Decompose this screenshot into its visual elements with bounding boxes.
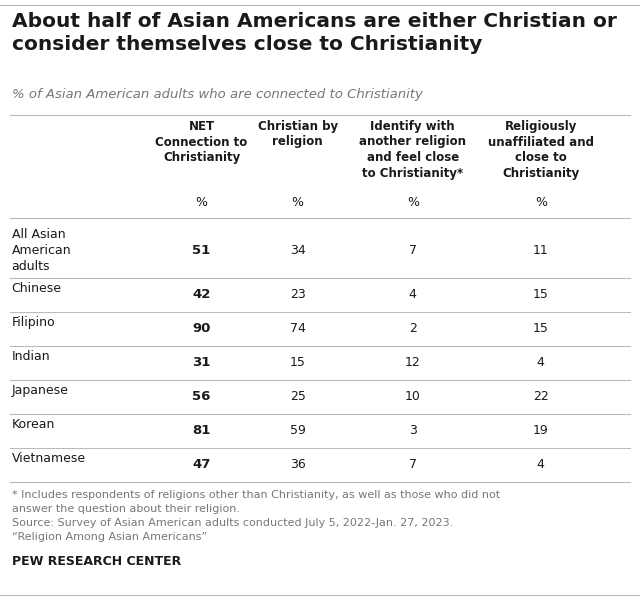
Text: 74: 74 <box>290 323 305 335</box>
Text: 4: 4 <box>537 458 545 472</box>
Text: 4: 4 <box>409 289 417 301</box>
Text: Indian: Indian <box>12 350 50 363</box>
Text: 10: 10 <box>405 391 420 403</box>
Text: 59: 59 <box>290 425 305 437</box>
Text: 15: 15 <box>533 323 548 335</box>
Text: 7: 7 <box>409 245 417 257</box>
Text: All Asian
American
adults: All Asian American adults <box>12 228 71 273</box>
Text: 3: 3 <box>409 425 417 437</box>
Text: 12: 12 <box>405 356 420 370</box>
Text: Vietnamese: Vietnamese <box>12 452 86 465</box>
Text: 7: 7 <box>409 458 417 472</box>
Text: About half of Asian Americans are either Christian or
consider themselves close : About half of Asian Americans are either… <box>12 12 616 54</box>
Text: Religiously
unaffiliated and
close to
Christianity: Religiously unaffiliated and close to Ch… <box>488 120 594 179</box>
Text: 22: 22 <box>533 391 548 403</box>
Text: Japanese: Japanese <box>12 384 68 397</box>
Text: Chinese: Chinese <box>12 282 61 295</box>
Text: “Religion Among Asian Americans”: “Religion Among Asian Americans” <box>12 532 207 542</box>
Text: Christian by
religion: Christian by religion <box>257 120 338 148</box>
Text: 11: 11 <box>533 245 548 257</box>
Text: %: % <box>535 196 547 209</box>
Text: 90: 90 <box>193 323 211 335</box>
Text: 25: 25 <box>290 391 305 403</box>
Text: %: % <box>196 196 207 209</box>
Text: 4: 4 <box>537 356 545 370</box>
Text: 15: 15 <box>533 289 548 301</box>
Text: %: % <box>407 196 419 209</box>
Text: 36: 36 <box>290 458 305 472</box>
Text: NET
Connection to
Christianity: NET Connection to Christianity <box>156 120 248 164</box>
Text: answer the question about their religion.: answer the question about their religion… <box>12 504 239 514</box>
Text: 56: 56 <box>193 391 211 403</box>
Text: 2: 2 <box>409 323 417 335</box>
Text: 23: 23 <box>290 289 305 301</box>
Text: 34: 34 <box>290 245 305 257</box>
Text: 19: 19 <box>533 425 548 437</box>
Text: 81: 81 <box>193 425 211 437</box>
Text: 51: 51 <box>193 245 211 257</box>
Text: % of Asian American adults who are connected to Christianity: % of Asian American adults who are conne… <box>12 88 422 101</box>
Text: Korean: Korean <box>12 418 55 431</box>
Text: %: % <box>292 196 303 209</box>
Text: Identify with
another religion
and feel close
to Christianity*: Identify with another religion and feel … <box>359 120 467 179</box>
Text: 42: 42 <box>193 289 211 301</box>
Text: PEW RESEARCH CENTER: PEW RESEARCH CENTER <box>12 555 180 568</box>
Text: * Includes respondents of religions other than Christianity, as well as those wh: * Includes respondents of religions othe… <box>12 490 500 500</box>
Text: Source: Survey of Asian American adults conducted July 5, 2022-Jan. 27, 2023.: Source: Survey of Asian American adults … <box>12 518 452 528</box>
Text: Filipino: Filipino <box>12 316 55 329</box>
Text: 31: 31 <box>193 356 211 370</box>
Text: 15: 15 <box>290 356 305 370</box>
Text: 47: 47 <box>193 458 211 472</box>
